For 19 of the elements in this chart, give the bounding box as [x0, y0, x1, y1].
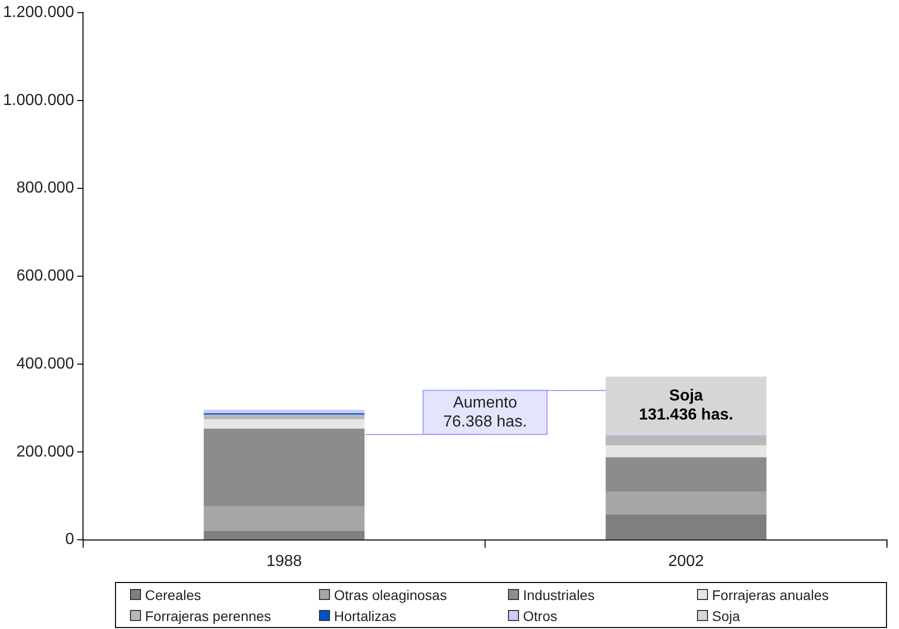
legend-label: Forrajeras perennes: [144, 606, 272, 626]
legend-label: Forrajeras anuales: [711, 586, 830, 605]
legend-label: Soja: [711, 606, 742, 626]
y-tick-label: 1.200.000: [2, 4, 74, 22]
y-tick-label: 200.000: [16, 443, 74, 460]
annotation: Aumento 76.368 has.: [443, 394, 527, 430]
x-tick-label: 1988: [266, 552, 302, 570]
y-tick-label: 0: [65, 531, 74, 548]
legend-label: Industriales: [522, 586, 596, 604]
legend-label: Hortalizas: [333, 606, 398, 626]
y-tick-label: 600.000: [16, 268, 74, 285]
data-label: Soja 131.436 has.: [638, 387, 734, 424]
y-tick-label: 1.000.000: [2, 92, 74, 109]
x-tick-label: 2002: [668, 552, 704, 570]
legend-label: Otras oleaginosas: [333, 586, 448, 605]
legend-label: Cereales: [144, 586, 202, 604]
y-tick-label: 800.000: [16, 180, 74, 197]
legend-label: Otros: [522, 606, 558, 626]
y-tick-label: 400.000: [16, 355, 74, 372]
